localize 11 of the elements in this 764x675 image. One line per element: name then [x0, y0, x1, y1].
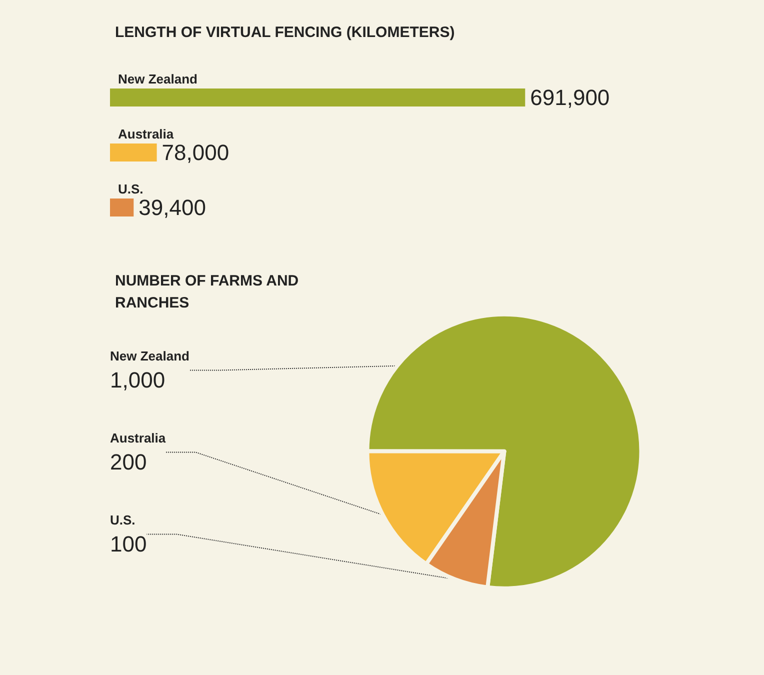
data-label: 100	[110, 532, 147, 556]
y-tick-label: Australia	[118, 126, 174, 142]
chart-title: LENGTH OF VIRTUAL FENCING (KILOMETERS)	[115, 24, 455, 41]
data-label: 1,000	[110, 368, 166, 392]
data-label: 691,900	[530, 85, 610, 110]
data-label: 200	[110, 450, 147, 474]
y-tick-label: U.S.	[118, 182, 144, 196]
data-label: 78,000	[162, 140, 230, 165]
chart-title: NUMBER OF FARMS AND RANCHES	[115, 272, 303, 312]
data-label: 39,400	[138, 195, 206, 220]
y-tick-label: New Zealand	[118, 72, 198, 86]
